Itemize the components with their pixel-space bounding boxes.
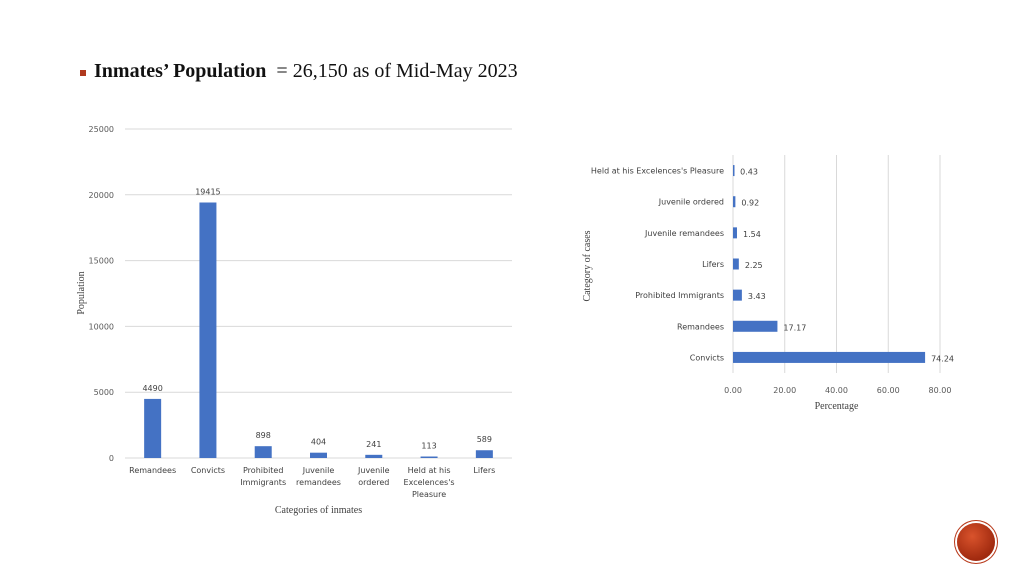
y-tick-label: 25000 [89,125,114,134]
y-tick-label: Convicts [690,353,724,362]
x-tick-label: 60.00 [877,386,900,395]
bar [733,196,736,208]
circle-seal-logo [957,523,995,561]
y-tick-label: Juvenile ordered [658,198,724,207]
x-tick-label: Held at his [408,466,451,475]
y-axis-title: Category of cases [582,230,593,301]
bar [199,202,217,458]
x-axis-title: Percentage [815,401,859,412]
slide-title: Inmates’ Population = 26,150 as of Mid-Ma… [94,60,518,83]
bar [733,289,742,301]
x-tick-label: 20.00 [773,386,796,395]
x-tick-label: Remandees [129,466,176,475]
x-tick-label: 80.00 [929,386,952,395]
y-axis-title: Population [76,271,87,314]
data-label: 19415 [195,187,220,196]
y-tick-label: Held at his Excelences's Pleasure [591,167,724,176]
data-label: 0.43 [740,168,758,177]
y-tick-label: Prohibited Immigrants [635,291,724,300]
x-tick-label: Lifers [473,466,495,475]
x-tick-label: Pleasure [412,490,446,499]
data-label: 404 [311,438,326,447]
bar [733,351,926,363]
data-label: 113 [421,442,436,451]
x-tick-label: Immigrants [240,478,286,487]
bar [254,446,272,458]
x-tick-label: 0.00 [724,386,742,395]
bar [365,454,383,458]
bar [420,456,438,458]
x-tick-label: 40.00 [825,386,848,395]
y-tick-label: Juvenile remandees [644,229,724,238]
y-tick-label: Remandees [677,322,724,331]
data-label: 17.17 [783,323,806,332]
bar [310,452,327,458]
y-tick-label: 0 [109,454,114,463]
x-tick-label: remandees [296,478,341,487]
x-axis-title: Categories of inmates [275,505,362,516]
x-tick-label: Convicts [191,466,225,475]
bar [733,165,735,177]
x-tick-label: ordered [358,478,389,487]
y-tick-label: 10000 [89,322,114,331]
data-label: 74.24 [931,354,954,363]
y-tick-label: 20000 [89,191,114,200]
x-tick-label: Excelences's [404,478,455,487]
data-label: 4490 [142,384,162,393]
data-label: 3.43 [748,292,766,301]
x-tick-label: Juvenile [357,466,390,475]
bar [475,450,493,458]
x-tick-label: Juvenile [302,466,335,475]
bar [733,258,739,270]
data-label: 589 [477,435,492,444]
bar [733,227,737,239]
data-label: 241 [366,440,381,449]
y-tick-label: Lifers [702,260,724,269]
slide-title-rest: = 26,150 as of Mid-May 2023 [276,60,518,82]
bar [144,398,162,458]
y-tick-label: 5000 [94,388,114,397]
data-label: 2.25 [745,261,763,270]
bullet-marker [80,70,86,76]
slide-title-bold: Inmates’ Population [94,60,267,82]
data-label: 0.92 [741,199,759,208]
data-label: 1.54 [743,230,761,239]
bar [733,320,778,332]
data-label: 898 [256,431,271,440]
x-tick-label: Prohibited [243,466,283,475]
y-tick-label: 15000 [89,257,114,266]
